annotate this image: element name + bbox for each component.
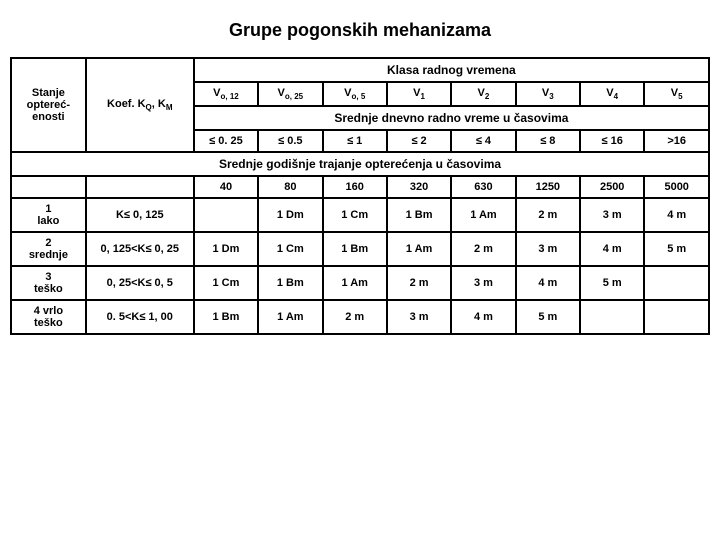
limit-0: ≤ 0. 25	[194, 130, 258, 152]
cell-1-5: 3 m	[516, 232, 580, 266]
table-row: 2srednje0, 125<K≤ 0, 251 Dm1 Cm1 Bm1 Am2…	[11, 232, 709, 266]
limit-7: >16	[644, 130, 709, 152]
limit-5: ≤ 8	[516, 130, 580, 152]
cell-0-3: 1 Bm	[387, 198, 451, 232]
table-row: 4 vrloteško0. 5<K≤ 1, 001 Bm1 Am2 m3 m4 …	[11, 300, 709, 334]
cell-0-7: 4 m	[644, 198, 709, 232]
cell-1-1: 1 Cm	[258, 232, 322, 266]
hours-3: 320	[387, 176, 451, 198]
vcol-3: V1	[387, 82, 451, 106]
cell-3-3: 3 m	[387, 300, 451, 334]
cell-2-2: 1 Am	[323, 266, 387, 300]
cell-3-2: 2 m	[323, 300, 387, 334]
limit-1: ≤ 0.5	[258, 130, 322, 152]
vcol-2: Vo, 5	[323, 82, 387, 106]
hours-5: 1250	[516, 176, 580, 198]
cell-1-7: 5 m	[644, 232, 709, 266]
limit-2: ≤ 1	[323, 130, 387, 152]
vcol-1: Vo, 25	[258, 82, 322, 106]
cell-0-4: 1 Am	[451, 198, 515, 232]
hours-lead-1	[86, 176, 194, 198]
hours-0: 40	[194, 176, 258, 198]
row-koef-1: 0, 125<K≤ 0, 25	[86, 232, 194, 266]
cell-2-3: 2 m	[387, 266, 451, 300]
cell-1-3: 1 Am	[387, 232, 451, 266]
row-koef-3: 0. 5<K≤ 1, 00	[86, 300, 194, 334]
row-label-2: 3teško	[11, 266, 86, 300]
limit-4: ≤ 4	[451, 130, 515, 152]
cell-2-1: 1 Bm	[258, 266, 322, 300]
col-header-koef: Koef. KQ, KM	[86, 58, 194, 152]
cell-1-2: 1 Bm	[323, 232, 387, 266]
main-table: Stanjeoptereć-enostiKoef. KQ, KMKlasa ra…	[10, 57, 710, 335]
cell-3-0: 1 Bm	[194, 300, 258, 334]
limit-3: ≤ 2	[387, 130, 451, 152]
hours-7: 5000	[644, 176, 709, 198]
cell-1-6: 4 m	[580, 232, 644, 266]
row-label-3: 4 vrloteško	[11, 300, 86, 334]
vcol-7: V5	[644, 82, 709, 106]
cell-3-5: 5 m	[516, 300, 580, 334]
header-srednje-dnevno: Srednje dnevno radno vreme u časovima	[194, 106, 709, 130]
header-klasa: Klasa radnog vremena	[194, 58, 709, 82]
header-srednje-godisnje: Srednje godišnje trajanje opterećenja u …	[11, 152, 709, 176]
hours-lead-0	[11, 176, 86, 198]
page-title: Grupe pogonskih mehanizama	[10, 20, 710, 41]
row-label-1: 2srednje	[11, 232, 86, 266]
cell-3-7	[644, 300, 709, 334]
vcol-6: V4	[580, 82, 644, 106]
cell-2-6: 5 m	[580, 266, 644, 300]
table-row: 3teško0, 25<K≤ 0, 51 Cm1 Bm1 Am2 m3 m4 m…	[11, 266, 709, 300]
row-label-0: 1lako	[11, 198, 86, 232]
limit-6: ≤ 16	[580, 130, 644, 152]
cell-0-0	[194, 198, 258, 232]
vcol-5: V3	[516, 82, 580, 106]
vcol-0: Vo, 12	[194, 82, 258, 106]
hours-2: 160	[323, 176, 387, 198]
cell-0-5: 2 m	[516, 198, 580, 232]
table-row: 1lakoK≤ 0, 125 1 Dm1 Cm1 Bm1 Am2 m3 m4 m	[11, 198, 709, 232]
row-koef-2: 0, 25<K≤ 0, 5	[86, 266, 194, 300]
hours-4: 630	[451, 176, 515, 198]
cell-1-4: 2 m	[451, 232, 515, 266]
col-header-stanje: Stanjeoptereć-enosti	[11, 58, 86, 152]
cell-0-6: 3 m	[580, 198, 644, 232]
hours-6: 2500	[580, 176, 644, 198]
cell-0-1: 1 Dm	[258, 198, 322, 232]
row-koef-0: K≤ 0, 125	[86, 198, 194, 232]
cell-2-5: 4 m	[516, 266, 580, 300]
cell-0-2: 1 Cm	[323, 198, 387, 232]
cell-3-4: 4 m	[451, 300, 515, 334]
cell-2-7	[644, 266, 709, 300]
cell-3-1: 1 Am	[258, 300, 322, 334]
hours-1: 80	[258, 176, 322, 198]
cell-2-4: 3 m	[451, 266, 515, 300]
vcol-4: V2	[451, 82, 515, 106]
cell-2-0: 1 Cm	[194, 266, 258, 300]
cell-3-6	[580, 300, 644, 334]
cell-1-0: 1 Dm	[194, 232, 258, 266]
